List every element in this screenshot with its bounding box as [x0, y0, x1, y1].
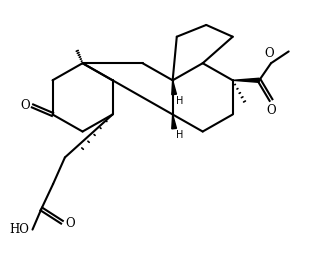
Text: O: O	[65, 217, 75, 230]
Text: H: H	[176, 96, 183, 106]
Text: O: O	[20, 99, 30, 112]
Text: H: H	[176, 130, 183, 140]
Text: O: O	[266, 104, 276, 116]
Text: HO: HO	[10, 223, 30, 236]
Text: O: O	[265, 47, 274, 60]
Polygon shape	[233, 78, 259, 82]
Polygon shape	[172, 114, 177, 129]
Polygon shape	[172, 80, 177, 95]
